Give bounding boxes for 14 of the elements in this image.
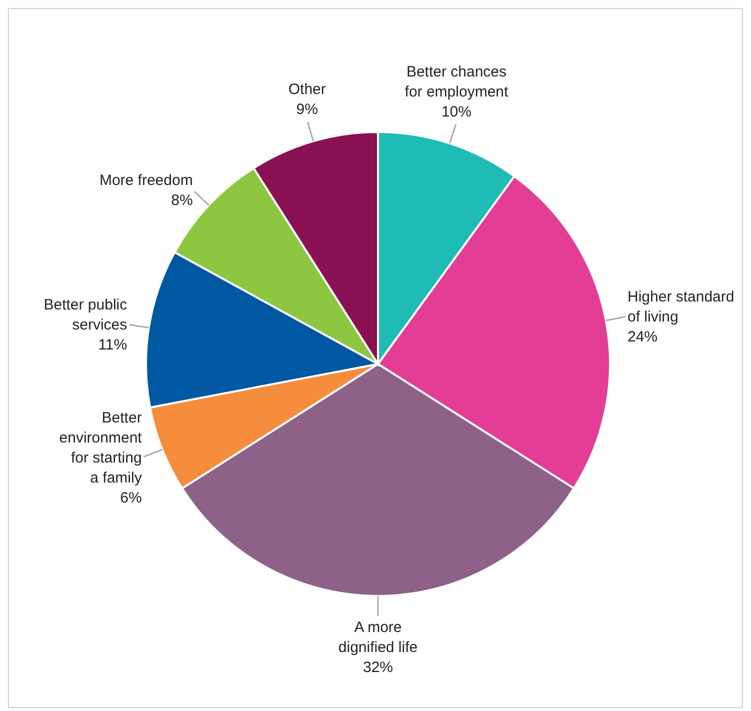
data-label: 32%	[362, 659, 394, 676]
data-label: 6%	[120, 490, 142, 507]
slice-label: Better public services	[44, 296, 128, 334]
data-label: 11%	[98, 336, 128, 354]
slice-label: Better environment for starting a family	[59, 410, 143, 487]
data-label: 9%	[296, 101, 318, 118]
slice-label: Other	[288, 81, 326, 98]
slice-label: More freedom	[99, 172, 193, 190]
data-label: 8%	[171, 192, 193, 210]
data-label: 10%	[441, 103, 472, 120]
slice-label: A more dignified life	[338, 619, 418, 656]
slice-label: Higher standard of living	[628, 288, 734, 326]
slice-label: Better chances for employment	[404, 63, 510, 100]
data-label: 24%	[628, 328, 658, 346]
